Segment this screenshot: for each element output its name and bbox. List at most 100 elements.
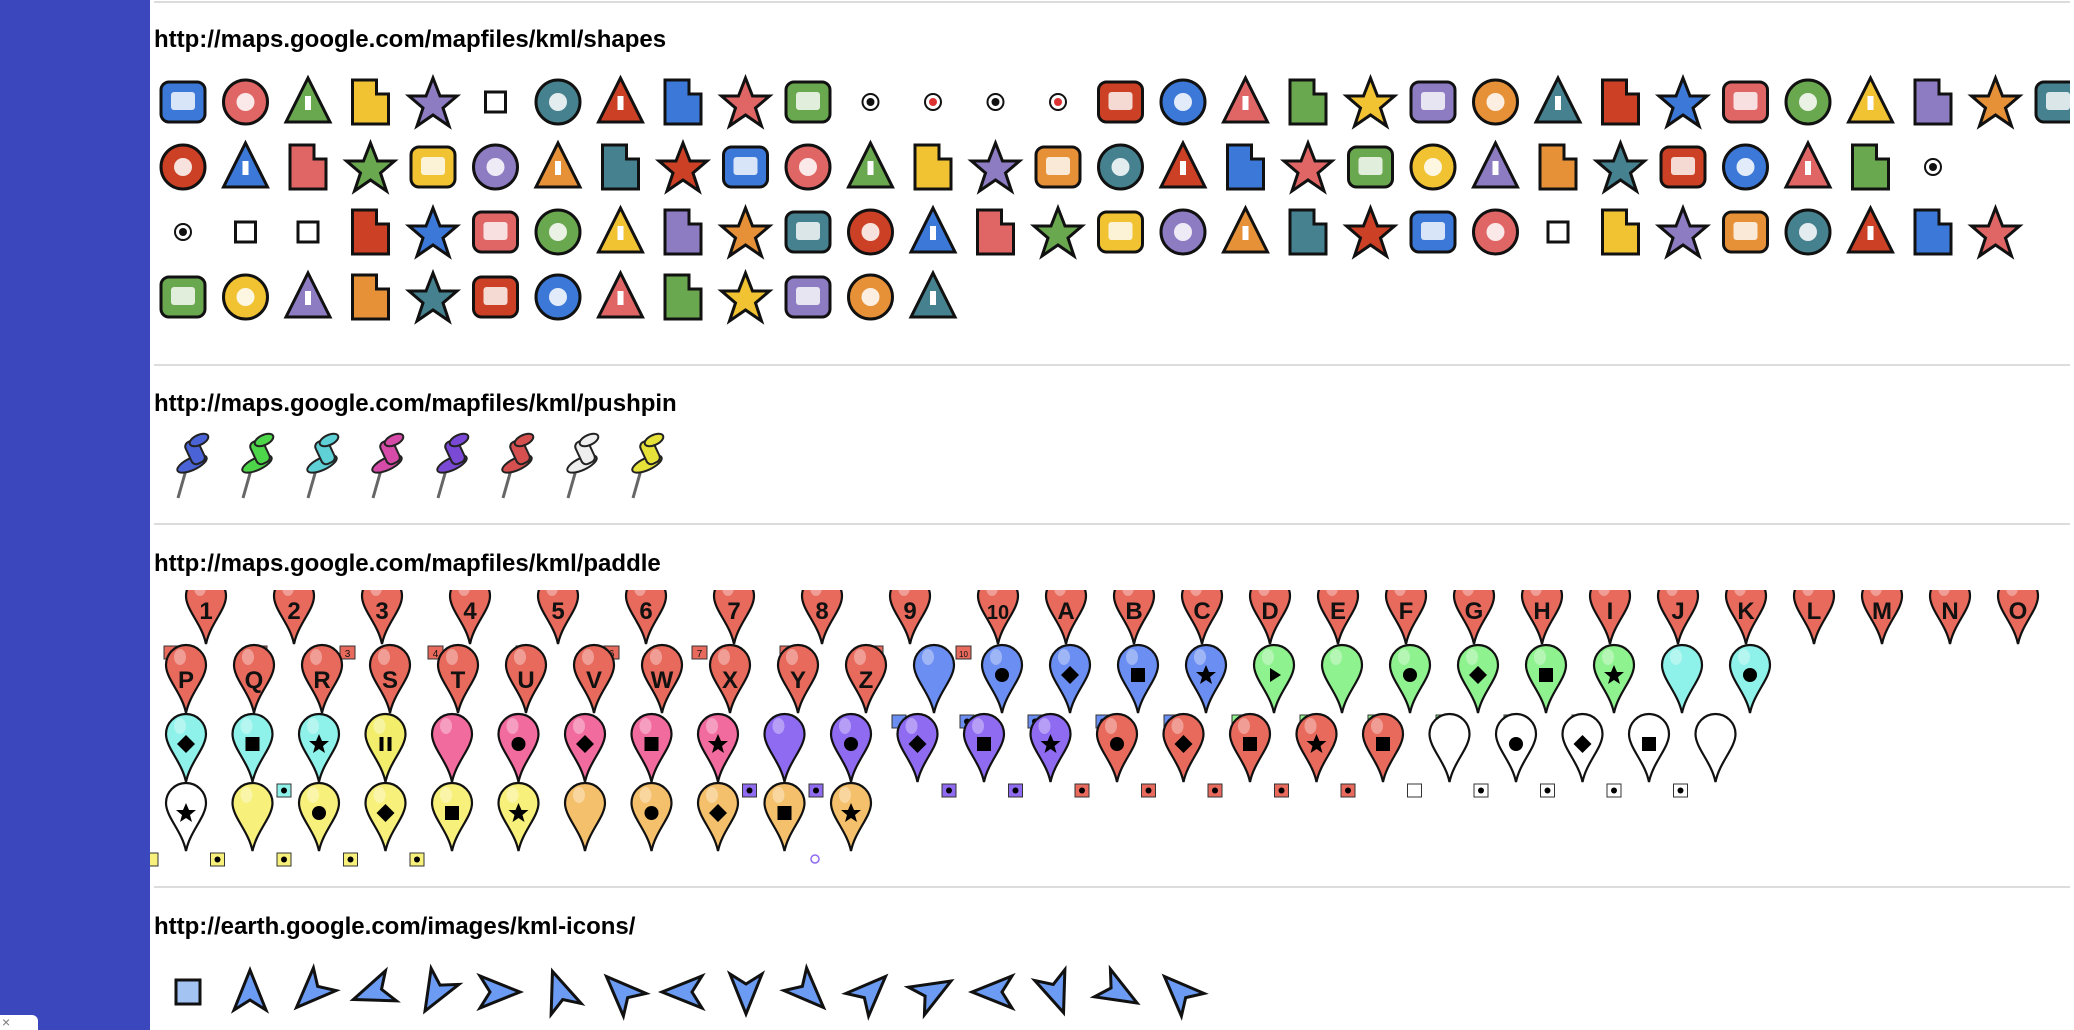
picnic-icon xyxy=(1851,143,1890,191)
highway-icon xyxy=(601,143,640,191)
rainy-icon xyxy=(908,269,958,319)
arrow-nnw-icon xyxy=(549,967,586,1019)
paddle-marker-icon: T xyxy=(436,643,480,714)
interstate-icon xyxy=(847,208,894,256)
bus-icon xyxy=(534,78,582,126)
euro-icon xyxy=(1846,74,1895,124)
paddle-marker-icon xyxy=(210,781,274,867)
wheel-chair-access-icon xyxy=(534,273,582,321)
paddle-marker-icon: Z xyxy=(844,643,888,714)
airport-icon xyxy=(159,80,207,124)
shaded-dot-icon xyxy=(976,208,1015,256)
arrow-se-icon xyxy=(779,963,827,1011)
paddle-small-icon xyxy=(1074,783,1090,798)
paddle-label: R xyxy=(313,667,330,694)
paddle-label: X xyxy=(722,667,738,694)
paddle-marker-icon: P xyxy=(164,643,208,714)
pharmacy-icon xyxy=(1722,143,1769,191)
paddle-label: E xyxy=(1330,598,1346,625)
swimming-icon xyxy=(1722,210,1769,254)
paddle-marker-icon xyxy=(1207,712,1272,798)
paddle-marker-icon: B xyxy=(1112,590,1156,645)
paddle-label: J xyxy=(1671,598,1684,625)
mountains-icon xyxy=(1409,143,1457,191)
arrow-s2-icon xyxy=(1030,965,1067,1017)
star-small-2-icon xyxy=(924,93,942,111)
svg-text:4: 4 xyxy=(433,649,439,660)
paddle-label: 4 xyxy=(463,598,477,625)
paddle-small-icon: 3 xyxy=(339,645,356,660)
paddle-label: 7 xyxy=(727,598,740,625)
subway-icon xyxy=(1654,203,1712,260)
arrow-w-icon xyxy=(657,972,706,1012)
separator xyxy=(154,523,2070,525)
arrow-reverse-icon xyxy=(222,78,269,126)
ltblu-pushpin-icon xyxy=(306,432,340,499)
paddle-label: 2 xyxy=(287,598,300,625)
paddle-marker-icon xyxy=(1074,712,1139,798)
earthquake-icon xyxy=(1722,80,1769,124)
paddle-small-icon: 7 xyxy=(691,645,708,660)
paddle-marker-icon xyxy=(430,712,474,783)
caution-icon xyxy=(1097,80,1144,124)
paddle-marker-icon: J xyxy=(1656,590,1700,645)
paddle-marker-icon: M xyxy=(1860,590,1904,645)
paddle-marker-icon xyxy=(1340,712,1405,798)
star-small-3-icon xyxy=(986,93,1005,111)
paddle-marker-icon xyxy=(563,712,607,783)
sunny-icon xyxy=(717,268,774,325)
shopping-icon xyxy=(1342,203,1399,260)
church-icon xyxy=(1159,78,1207,126)
arts-icon xyxy=(351,78,390,126)
close-icon[interactable]: × xyxy=(0,1015,38,1030)
paddle-marker-icon xyxy=(164,712,208,783)
paddle-small-icon xyxy=(150,852,159,867)
paddle-label: Y xyxy=(790,667,806,694)
svg-text:3: 3 xyxy=(345,649,351,660)
ferry-icon xyxy=(1967,73,2024,130)
paddle-marker-icon xyxy=(1673,712,1737,798)
paddle-marker-icon xyxy=(364,712,407,783)
play-icon xyxy=(351,208,390,256)
paddle-marker-icon: 33 xyxy=(339,590,404,660)
paddle-label: F xyxy=(1399,598,1414,625)
paddle-label: 5 xyxy=(551,598,564,625)
paddle-marker-icon: H xyxy=(1520,590,1564,645)
paddle-label: 9 xyxy=(903,598,916,625)
water-icon xyxy=(404,268,462,325)
separator xyxy=(154,364,2070,366)
hospitals-icon xyxy=(846,139,895,189)
paddle-marker-icon xyxy=(896,712,939,783)
paddle-marker-icon xyxy=(276,712,341,798)
paddle-marker-icon xyxy=(1141,712,1205,798)
info-icon xyxy=(913,143,953,191)
target-icon xyxy=(1784,208,1832,256)
paddle-label: 10 xyxy=(987,602,1009,624)
paddle-label: 8 xyxy=(815,598,828,625)
arrow-sw-icon xyxy=(293,963,341,1011)
paddle-label: I xyxy=(1607,598,1614,625)
pink-pushpin-icon xyxy=(371,432,405,499)
paddle-label: Z xyxy=(859,667,874,694)
paddle-label: G xyxy=(1465,598,1484,625)
poi-icon xyxy=(404,203,462,260)
paddle-marker-icon xyxy=(563,781,607,852)
paddle-label: M xyxy=(1872,598,1892,625)
paddle-label: U xyxy=(517,667,534,694)
paddle-small-icon xyxy=(1274,783,1289,798)
paddle-marker-icon: 77 xyxy=(691,590,756,660)
paddle-label: B xyxy=(1125,598,1142,625)
paddle-label: O xyxy=(2009,598,2028,625)
firedept-icon xyxy=(2034,80,2070,124)
parks-icon xyxy=(1659,145,1707,189)
ylw-pushpin-icon xyxy=(631,432,665,499)
arrow-nw2-icon xyxy=(1161,973,1209,1021)
golf-icon xyxy=(409,145,457,189)
placemark-dot-icon xyxy=(174,223,192,241)
star-small-4-icon xyxy=(1049,93,1067,111)
paddle-marker-icon: E xyxy=(1316,590,1360,645)
paddle-marker-icon: W xyxy=(640,643,684,714)
paddle-label: V xyxy=(586,667,602,694)
paddle-marker-icon: 10 10 xyxy=(955,590,1020,660)
paddle-marker-icon xyxy=(1008,712,1072,798)
